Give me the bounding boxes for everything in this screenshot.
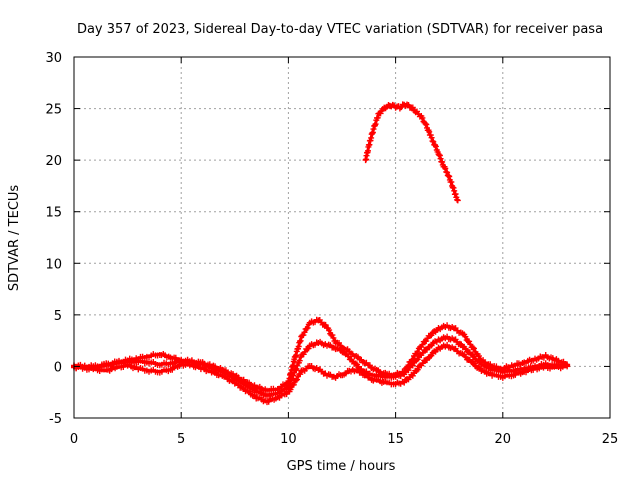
series-arc xyxy=(362,101,461,204)
y-tick-label: 5 xyxy=(54,309,62,324)
x-tick-label: 15 xyxy=(387,432,404,447)
x-tick-label: 0 xyxy=(70,432,78,447)
ticks: 0 5 10 15 20 25 -5 0 5 10 15 20 25 30 xyxy=(45,51,618,447)
x-axis-label: GPS time / hours xyxy=(287,459,396,474)
x-tick-label: 20 xyxy=(495,432,512,447)
x-tick-label: 25 xyxy=(602,432,619,447)
y-tick-label: 20 xyxy=(45,154,62,169)
y-tick-label: 10 xyxy=(45,257,62,272)
y-tick-label: -5 xyxy=(49,412,62,427)
y-tick-label: 0 xyxy=(54,360,62,375)
x-tick-label: 10 xyxy=(280,432,297,447)
series-track-high xyxy=(71,316,571,394)
y-tick-label: 25 xyxy=(45,103,62,118)
y-tick-label: 30 xyxy=(45,51,62,66)
series-track-low xyxy=(71,341,571,406)
chart-title: Day 357 of 2023, Sidereal Day-to-day VTE… xyxy=(77,22,603,37)
y-axis-label: SDTVAR / TECUs xyxy=(7,185,22,292)
plot-frame xyxy=(73,56,611,419)
y-tick-label: 15 xyxy=(45,206,62,221)
series-markers xyxy=(362,101,461,204)
x-tick-label: 5 xyxy=(177,432,185,447)
